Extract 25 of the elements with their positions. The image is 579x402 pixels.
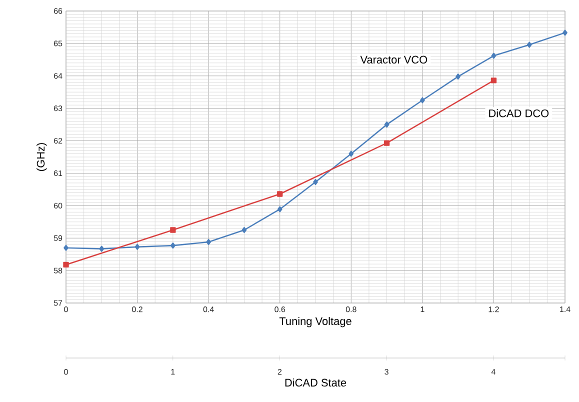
text: DiCAD DCO: [489, 109, 549, 118]
point: [63, 262, 69, 268]
point: [420, 97, 425, 104]
text: Varactor VCO: [360, 56, 428, 64]
point: [384, 140, 390, 146]
point: [348, 150, 354, 157]
point: [562, 30, 568, 36]
point: [170, 242, 176, 249]
point: [242, 226, 247, 234]
point: [277, 206, 282, 212]
y-axis-title: (GHz): [36, 143, 47, 171]
point: [456, 74, 461, 80]
point: [99, 246, 104, 252]
point: [526, 42, 532, 48]
x2-axis-title: DiCAD State: [285, 378, 346, 387]
point: [490, 78, 497, 84]
point: [384, 122, 390, 128]
point: [170, 227, 176, 233]
point: [64, 244, 68, 251]
point: [206, 238, 212, 246]
point: [313, 178, 318, 186]
point: [491, 52, 496, 59]
x-axis-title: Tuning Voltage: [279, 317, 352, 328]
point: [277, 191, 283, 197]
point: [134, 244, 140, 250]
